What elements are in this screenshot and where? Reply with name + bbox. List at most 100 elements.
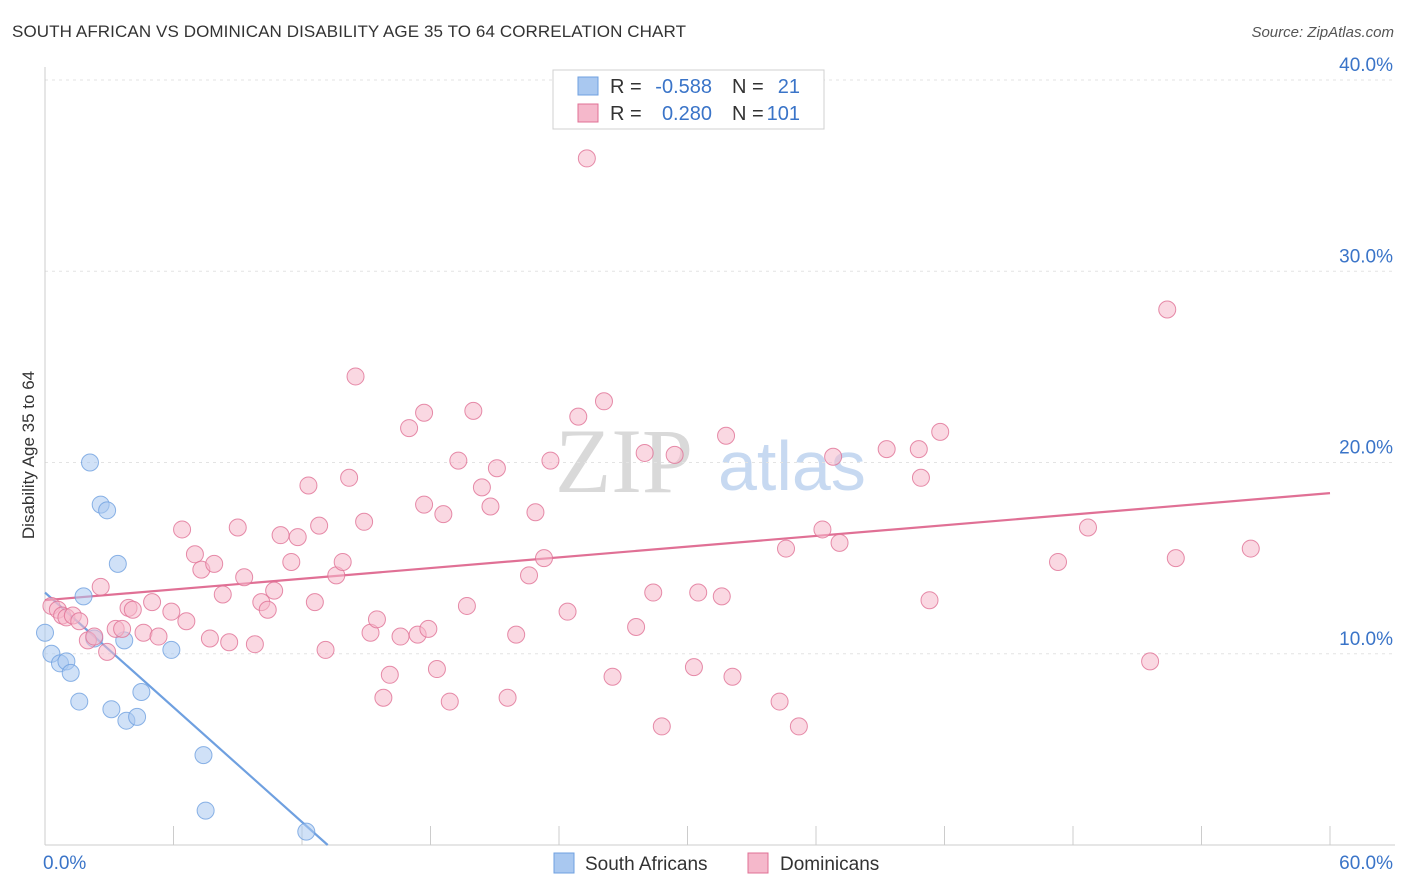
- dominicans-point: [213, 585, 232, 604]
- bottom-legend-swatch-dominicans: [747, 852, 769, 874]
- dominicans-point: [1049, 552, 1068, 571]
- dominicans-point: [498, 688, 517, 707]
- dominicans-point: [457, 596, 476, 615]
- dominicans-point: [374, 688, 393, 707]
- dominicans-point: [205, 554, 224, 573]
- dominicans-point: [310, 516, 329, 535]
- dominicans-point: [113, 619, 132, 638]
- dominicans-point: [909, 440, 928, 459]
- dominicans-point: [1141, 652, 1160, 671]
- dominicans-point: [85, 627, 104, 646]
- chart-title: SOUTH AFRICAN VS DOMINICAN DISABILITY AG…: [12, 22, 687, 41]
- dominicans-point: [603, 667, 622, 686]
- correlation-legend: R = -0.588 N = 21 R = 0.280 N = 101: [552, 69, 825, 130]
- dominicans-point: [652, 717, 671, 736]
- dominicans-point: [723, 667, 742, 686]
- dominicans-point: [340, 468, 359, 487]
- dominicans-point: [507, 625, 526, 644]
- south-africans-point: [98, 501, 117, 520]
- dominicans-point: [770, 692, 789, 711]
- gridlines: [45, 79, 1395, 655]
- dominicans-point: [824, 447, 843, 466]
- x-tick-labels: 0.0% 60.0%: [43, 853, 1393, 874]
- south-africans-point: [196, 801, 215, 820]
- dominicans-point: [1166, 549, 1185, 568]
- dominicans-point: [472, 478, 491, 497]
- dominicans-point: [1078, 518, 1097, 537]
- dominicans-point: [333, 552, 352, 571]
- dominicans-point: [380, 665, 399, 684]
- dominicans-point: [684, 658, 703, 677]
- south-africans-point: [128, 707, 147, 726]
- dominicans-point: [391, 627, 410, 646]
- south-africans-point: [297, 822, 316, 841]
- legend-n-label-1: N =: [732, 76, 764, 98]
- dominicans-point: [288, 528, 307, 547]
- dominicans-point: [569, 407, 588, 426]
- dominicans-point: [689, 583, 708, 602]
- south-africans-point: [36, 623, 54, 642]
- dominicans-point: [173, 520, 192, 539]
- dominicans-point: [777, 539, 796, 558]
- data-points: [36, 149, 1260, 841]
- y-tick-label: 10.0%: [1339, 629, 1393, 650]
- dominicans-point: [235, 568, 254, 587]
- south-africans-point: [162, 640, 181, 659]
- x-tick-label-max: 60.0%: [1339, 853, 1393, 874]
- dominicans-trend-line: [44, 492, 1331, 602]
- dominicans-point: [91, 577, 110, 596]
- dominicans-point: [520, 566, 539, 585]
- y-tick-label: 40.0%: [1339, 55, 1393, 76]
- dominicans-point: [644, 583, 663, 602]
- y-tick-label: 30.0%: [1339, 246, 1393, 267]
- series-legend: South Africans Dominicans: [553, 852, 879, 875]
- axes: [44, 67, 1395, 846]
- dominicans-point: [1241, 539, 1260, 558]
- dominicans-point: [316, 640, 335, 659]
- south-africans-point: [80, 453, 99, 472]
- dominicans-point: [1158, 300, 1177, 319]
- south-africans-point: [61, 663, 80, 682]
- dominicans-point: [427, 660, 446, 679]
- dominicans-point: [305, 593, 324, 612]
- dominicans-point: [355, 512, 374, 531]
- dominicans-point: [440, 692, 459, 711]
- watermark-atlas: atlas: [718, 427, 866, 505]
- dominicans-point: [123, 600, 142, 619]
- dominicans-point: [419, 619, 438, 638]
- dominicans-point: [541, 451, 560, 470]
- bottom-legend-label-south-africans: South Africans: [585, 854, 708, 875]
- south-africans-point: [70, 692, 89, 711]
- y-axis-label: Disability Age 35 to 64: [19, 371, 38, 539]
- bottom-legend-label-dominicans: Dominicans: [780, 854, 879, 875]
- dominicans-point: [449, 451, 468, 470]
- dominicans-point: [346, 367, 365, 386]
- dominicans-point: [134, 623, 153, 642]
- dominicans-point: [265, 581, 284, 600]
- dominicans-point: [911, 468, 930, 487]
- dominicans-point: [789, 717, 808, 736]
- legend-r-value-1: -0.588: [655, 76, 712, 98]
- south-africans-point: [194, 746, 213, 765]
- dominicans-point: [143, 593, 162, 612]
- legend-n-label-2: N =: [732, 103, 764, 125]
- y-tick-labels: 10.0% 20.0% 30.0% 40.0%: [1339, 55, 1393, 650]
- legend-n-value-2: 101: [767, 103, 800, 125]
- source-label: Source: ZipAtlas.com: [1251, 24, 1394, 41]
- x-tick-label-min: 0.0%: [43, 853, 86, 874]
- dominicans-point: [299, 476, 318, 495]
- south-africans-point: [132, 683, 151, 701]
- dominicans-point: [415, 403, 434, 422]
- south-africans-trend-line: [44, 591, 329, 846]
- dominicans-point: [415, 495, 434, 514]
- y-tick-label: 20.0%: [1339, 438, 1393, 459]
- dominicans-point: [400, 419, 419, 438]
- dominicans-point: [271, 526, 290, 545]
- dominicans-point: [487, 459, 506, 478]
- south-africans-point: [102, 700, 121, 719]
- dominicans-point: [70, 612, 89, 631]
- dominicans-point: [185, 545, 204, 564]
- dominicans-point: [282, 552, 301, 571]
- dominicans-point: [877, 440, 896, 459]
